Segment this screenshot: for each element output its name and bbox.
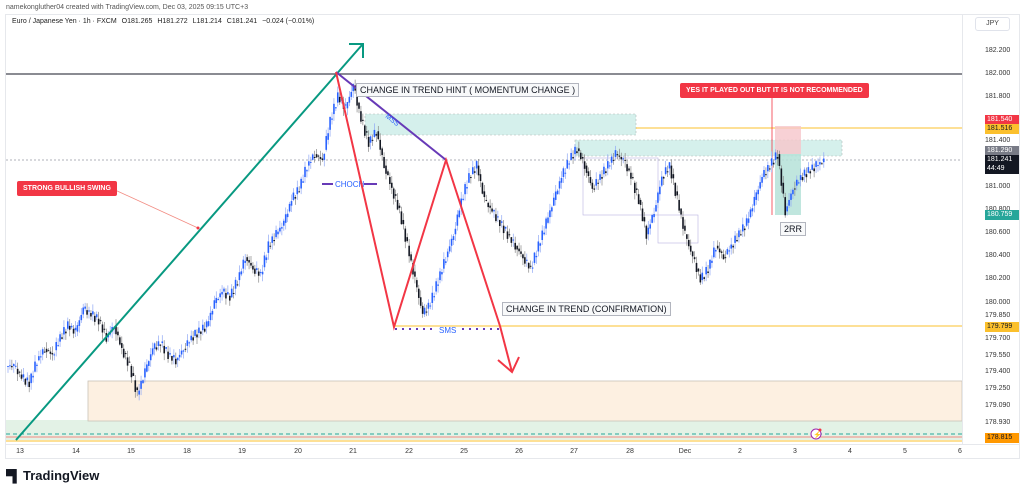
svg-text:CHOCH: CHOCH [335,180,365,189]
price-tag: 181.516 [985,124,1019,134]
time-label: 26 [515,448,523,455]
price-tick: 181.400 [985,137,1011,144]
price-tick: 179.850 [985,312,1011,319]
ohlc-open: O181.265 [121,18,153,25]
price-tick: 179.700 [985,335,1011,342]
time-label: 3 [793,448,797,455]
price-tick: 180.800 [985,206,1010,213]
chart-frame [5,14,1020,459]
price-tick: 180.000 [985,299,1011,306]
mss-line [335,71,447,161]
ohlc-high: H181.272 [157,18,188,25]
time-label: 28 [626,448,634,455]
time-label: 21 [349,448,357,455]
price-tick: 179.250 [985,385,1011,392]
symbol-name[interactable]: Euro / Japanese Yen · 1h · FXCM [12,18,117,25]
time-label: 18 [183,448,191,455]
price-tag: 44:49 [985,164,1019,174]
chart-credit: namekongluther04 created with TradingVie… [6,4,249,11]
price-tag: 181.290 [985,146,1019,156]
price-tick: 180.400 [985,252,1011,259]
price-tick: 178.930 [985,419,1011,426]
price-scale[interactable] [962,14,1020,444]
currency-button[interactable]: JPY [975,17,1010,31]
time-label: 6 [958,448,962,455]
price-tick: 182.000 [985,70,1011,77]
ohlc-change: −0.024 (−0.01%) [262,18,315,25]
demand-zone [87,380,963,422]
price-tick: 181.000 [985,183,1011,190]
time-label: 20 [294,448,302,455]
time-label: 2 [738,448,742,455]
bullish-trendline [15,44,363,441]
price-tick: 179.550 [985,352,1011,359]
price-tick: 180.600 [985,229,1011,236]
ohlc-low: L181.214 [192,18,222,25]
price-tag: 181.540 [985,115,1019,125]
stop-loss-zone [775,126,801,154]
price-tick: 181.800 [985,93,1011,100]
symbol-legend: Euro / Japanese Yen · 1h · FXCM O181.265… [12,18,317,25]
time-label: Dec [678,448,692,455]
lightning-icon [810,428,822,440]
tv-logo-icon: ▀▌ [6,468,21,483]
supply-zone-upper [364,113,637,136]
bullish-swing-callout[interactable]: STRONG BULLISH SWING [17,181,117,196]
price-tag: 179.799 [985,322,1019,332]
price-tick: 182.200 [985,47,1011,54]
time-label: 27 [570,448,578,455]
bottom-zone [6,420,962,440]
momentum-hint-label[interactable]: CHANGE IN TREND HINT ( MOMENTUM CHANGE ) [356,83,580,97]
not-recommended-callout[interactable]: YES IT PLAYED OUT BUT IT IS NOT RECOMMEN… [680,83,869,98]
price-tag: 180.759 [985,210,1019,220]
rr-label[interactable]: 2RR [780,222,807,236]
time-label: 13 [16,448,24,455]
zigzag-line [335,71,501,331]
price-tick: 180.200 [985,275,1011,282]
tv-logo-text: TradingView [23,468,100,483]
price-tag: 181.241 [985,155,1019,165]
candlestick-series [7,79,825,401]
time-label: 19 [238,448,246,455]
time-label: 5 [903,448,907,455]
tradingview-logo: ▀▌ TradingView [6,468,99,483]
price-tick: 179.090 [985,402,1011,409]
price-tag: 178.815 [985,433,1019,443]
time-axis[interactable] [5,444,1020,459]
price-tick: 179.400 [985,368,1011,375]
time-label: 14 [72,448,80,455]
time-label: 4 [848,448,852,455]
ohlc-close: C181.241 [226,18,258,25]
svg-text:SMS: SMS [439,326,456,335]
time-label: 22 [405,448,413,455]
confirmation-label[interactable]: CHANGE IN TREND (CONFIRMATION) [502,302,671,316]
time-label: 25 [460,448,468,455]
svg-text:⚡: ⚡ [813,430,822,439]
time-label: 15 [127,448,135,455]
